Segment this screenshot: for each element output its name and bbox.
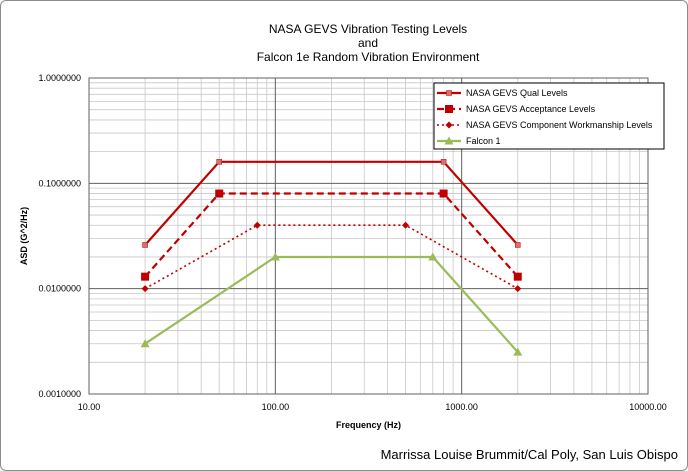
data-point xyxy=(445,105,453,113)
series-line xyxy=(144,160,519,246)
legend-label: NASA GEVS Qual Levels xyxy=(466,88,568,98)
data-point xyxy=(141,285,149,293)
legend: NASA GEVS Qual Levels NASA GEVS Acceptanc… xyxy=(433,82,665,150)
data-point xyxy=(439,189,448,198)
y-tick-label: 0.0100000 xyxy=(38,284,81,294)
credit-text: Marrissa Louise Brummit/Cal Poly, San Lu… xyxy=(380,447,678,462)
series-line xyxy=(144,192,519,278)
data-point xyxy=(513,347,523,356)
y-tick-label: 0.0010000 xyxy=(38,389,81,399)
x-axis-label: Frequency (Hz) xyxy=(336,420,401,430)
data-point xyxy=(216,159,222,165)
data-point xyxy=(270,252,280,261)
chart-title: NASA GEVS Vibration Testing LevelsandFal… xyxy=(257,22,480,64)
legend-label: Falcon 1 xyxy=(466,136,501,146)
x-tick-label: 10000.00 xyxy=(629,402,667,412)
legend-label: NASA GEVS Component Workmanship Levels xyxy=(466,120,653,130)
data-point xyxy=(141,272,150,281)
data-point xyxy=(428,252,438,261)
legend-label: NASA GEVS Acceptance Levels xyxy=(466,104,596,114)
legend-box xyxy=(433,82,665,150)
series-line xyxy=(144,255,519,353)
chart-title-line: Falcon 1e Random Vibration Environment xyxy=(257,50,480,64)
tick-labels: 10.00 100.00 1000.00 10000.00 1.0000000 0.100… xyxy=(38,73,666,412)
data-point xyxy=(445,121,453,129)
data-point xyxy=(402,221,410,229)
chart-title-line: and xyxy=(358,36,378,50)
data-point xyxy=(253,221,261,229)
x-tick-label: 10.00 xyxy=(78,402,101,412)
y-tick-label: 1.0000000 xyxy=(38,73,81,83)
series-group xyxy=(142,159,521,248)
series-line xyxy=(144,224,519,290)
data-point xyxy=(514,285,522,293)
data-point xyxy=(142,242,148,248)
series-layer xyxy=(140,159,523,356)
data-point xyxy=(215,189,224,198)
y-tick-label: 0.1000000 xyxy=(38,178,81,188)
data-point xyxy=(446,90,452,96)
y-axis-label: ASD (G^2/Hz) xyxy=(19,207,29,265)
data-point xyxy=(444,136,454,145)
series-group xyxy=(141,189,522,281)
data-point xyxy=(513,272,522,281)
x-tick-label: 100.00 xyxy=(262,402,290,412)
x-tick-label: 1000.00 xyxy=(445,402,478,412)
series-group xyxy=(141,221,522,293)
series-group xyxy=(140,252,523,356)
data-point xyxy=(515,242,521,248)
data-point xyxy=(140,339,150,348)
data-point xyxy=(440,159,447,165)
plot-border xyxy=(88,77,649,395)
chart-title-line: NASA GEVS Vibration Testing Levels xyxy=(269,22,467,36)
